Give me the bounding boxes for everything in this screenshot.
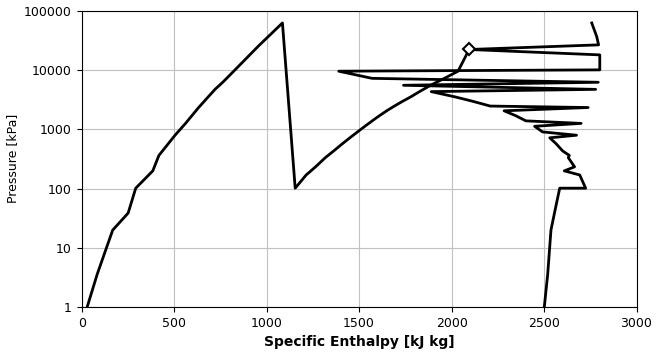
Y-axis label: Pressure [kPa]: Pressure [kPa] — [5, 114, 18, 203]
X-axis label: Specific Enthalpy [kJ kg]: Specific Enthalpy [kJ kg] — [264, 335, 455, 349]
